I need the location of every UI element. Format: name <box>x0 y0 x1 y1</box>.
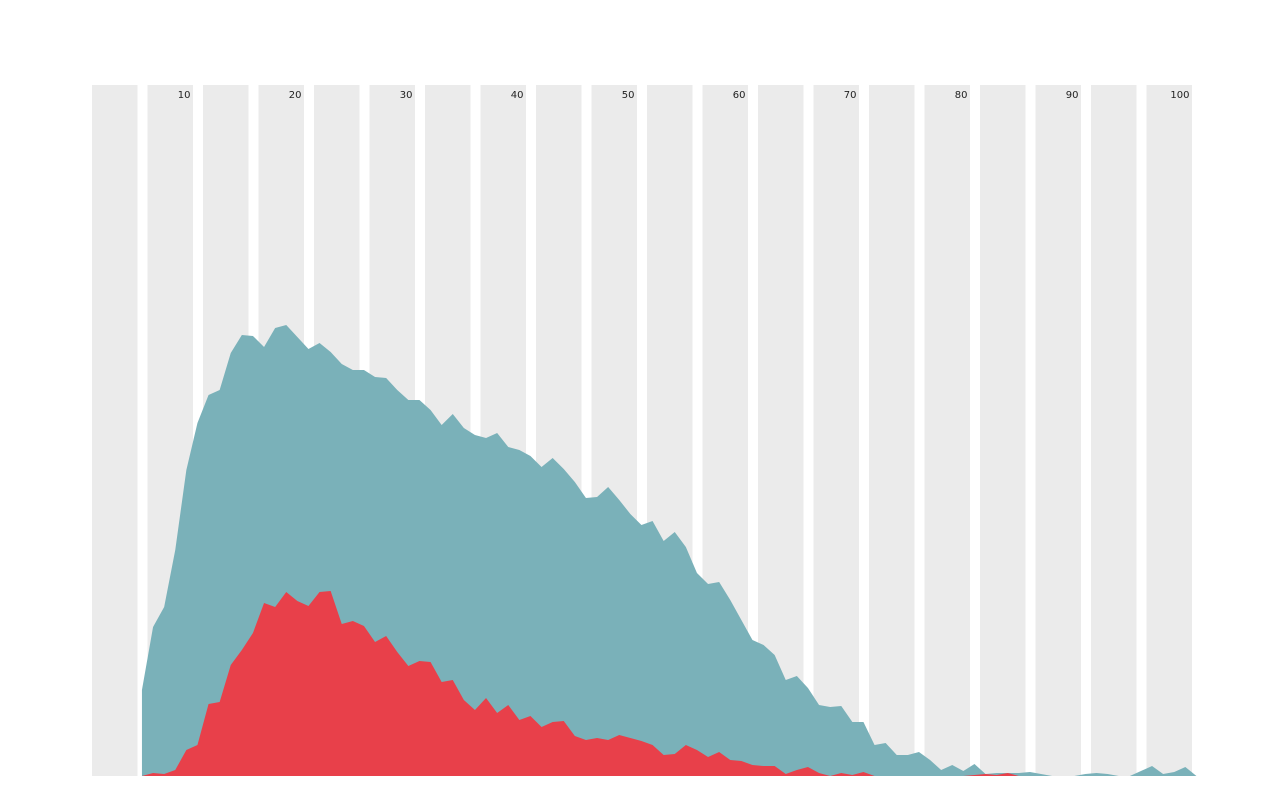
x-tick-label: 80 <box>955 90 968 101</box>
x-tick-label: 70 <box>844 90 857 101</box>
x-tick-label: 60 <box>733 90 746 101</box>
x-tick-label: 40 <box>511 90 524 101</box>
column-band <box>980 85 1026 776</box>
column-band <box>1091 85 1137 776</box>
column-band <box>92 85 138 776</box>
x-tick-label: 50 <box>622 90 635 101</box>
x-tick-label: 10 <box>178 90 191 101</box>
column-band <box>869 85 915 776</box>
x-tick-label: 20 <box>289 90 302 101</box>
column-band <box>924 85 970 776</box>
column-band <box>813 85 859 776</box>
x-tick-label: 30 <box>400 90 413 101</box>
x-tick-label: 90 <box>1066 90 1079 101</box>
area <box>141 591 1197 776</box>
x-tick-label: 100 <box>1170 90 1189 101</box>
column-band <box>1146 85 1192 776</box>
column-band <box>1035 85 1081 776</box>
